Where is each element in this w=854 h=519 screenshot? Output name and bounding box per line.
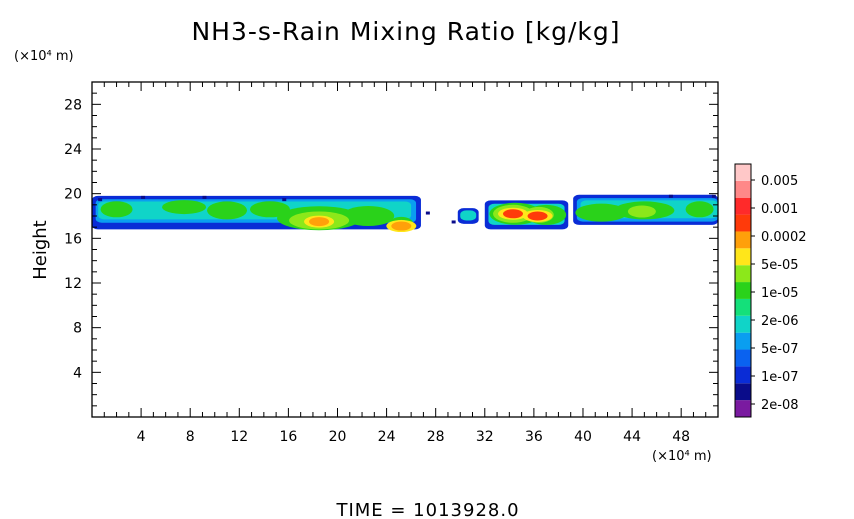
y-axis-label: Height — [30, 220, 51, 280]
colorbar-label: 2e-08 — [761, 398, 799, 413]
field-cell-15 — [342, 206, 395, 226]
colorbar-label: 0.001 — [761, 202, 798, 217]
x-tick-labels: 4 8 12 16 20 24 28 32 36 40 44 48 — [137, 429, 690, 445]
x-tick-label: 36 — [525, 429, 543, 445]
colorbar-swatch — [735, 197, 751, 215]
colorbar-swatch — [735, 248, 751, 266]
colorbar-label: 5e-07 — [761, 342, 799, 357]
y-tick-label: 24 — [64, 142, 82, 158]
colorbar-frame — [734, 163, 752, 418]
heatmap-field — [92, 194, 718, 233]
x-tick-label: 32 — [476, 429, 494, 445]
colorbar-swatch — [735, 298, 751, 316]
colorbar-label: 1e-05 — [761, 286, 799, 301]
y-tick-label: 28 — [64, 97, 82, 113]
field-band-6 — [460, 210, 477, 221]
colorbar-label: 5e-05 — [761, 258, 799, 273]
x-tick-label: 4 — [137, 429, 146, 445]
field-cell-25 — [627, 205, 656, 218]
x-tick-label: 44 — [623, 429, 641, 445]
field-cell-21 — [685, 201, 714, 218]
plot-frame — [91, 81, 719, 418]
colorbar-label: 2e-06 — [761, 314, 799, 329]
axis-ticks — [92, 82, 718, 417]
colorbar-swatch — [735, 214, 751, 232]
y-tick-label: 8 — [73, 321, 82, 337]
y-tick-label: 4 — [73, 365, 82, 381]
colorbar-swatch — [735, 164, 751, 181]
field-cell-12 — [207, 201, 248, 220]
colorbar-swatch — [735, 349, 751, 367]
colorbar-swatch — [735, 400, 751, 417]
field-fleck-39 — [425, 211, 430, 215]
field-fleck-42 — [711, 194, 716, 198]
field-fleck-37 — [202, 195, 207, 199]
time-footer: TIME = 1013928.0 — [335, 500, 519, 519]
y-tick-label: 12 — [64, 276, 82, 292]
x-tick-label: 16 — [279, 429, 297, 445]
field-fleck-38 — [282, 198, 287, 202]
colorbar-swatch — [735, 332, 751, 350]
x-tick-label: 48 — [672, 429, 690, 445]
colorbar-swatch — [735, 383, 751, 401]
field-cell-13 — [249, 201, 290, 218]
x-tick-label: 12 — [230, 429, 248, 445]
colorbar-label: 0.005 — [761, 174, 798, 189]
colorbar-swatch — [735, 315, 751, 333]
colorbar-label: 0.0002 — [761, 230, 807, 245]
colorbar — [734, 163, 752, 418]
colorbar-swatch — [735, 366, 751, 384]
y-tick-labels: 4 8 12 16 20 24 28 — [64, 97, 82, 381]
x-tick-label: 28 — [427, 429, 445, 445]
field-cell-10 — [100, 201, 133, 218]
y-unit-label: (×10⁴ m) — [14, 49, 74, 64]
colorbar-swatch — [735, 265, 751, 283]
colorbar-label: 1e-07 — [761, 370, 799, 385]
x-unit-label: (×10⁴ m) — [652, 449, 712, 464]
colorbar-swatch — [735, 282, 751, 299]
colorbar-labels: 2e-08 1e-07 5e-07 2e-06 1e-05 5e-05 0.0002 0.00… — [751, 174, 807, 413]
y-tick-label: 20 — [64, 187, 82, 203]
field-fleck-40 — [451, 220, 456, 224]
x-tick-label: 8 — [186, 429, 195, 445]
field-fleck-41 — [668, 194, 673, 198]
y-tick-label: 16 — [64, 231, 82, 247]
field-cell-19 — [575, 203, 628, 222]
field-cell-28 — [309, 217, 330, 227]
field-cell-11 — [162, 200, 207, 215]
x-tick-label: 24 — [378, 429, 396, 445]
colorbar-swatch — [735, 180, 751, 198]
x-tick-label: 20 — [329, 429, 347, 445]
field-fleck-36 — [141, 195, 146, 199]
field-cell-34 — [391, 221, 412, 231]
chart-title: NH3-s-Rain Mixing Ratio [kg/kg] — [191, 17, 620, 46]
colorbar-swatch — [735, 231, 751, 249]
x-tick-label: 40 — [574, 429, 592, 445]
field-cell-30 — [503, 209, 524, 219]
field-fleck-35 — [98, 198, 103, 202]
field-cell-32 — [527, 211, 548, 221]
